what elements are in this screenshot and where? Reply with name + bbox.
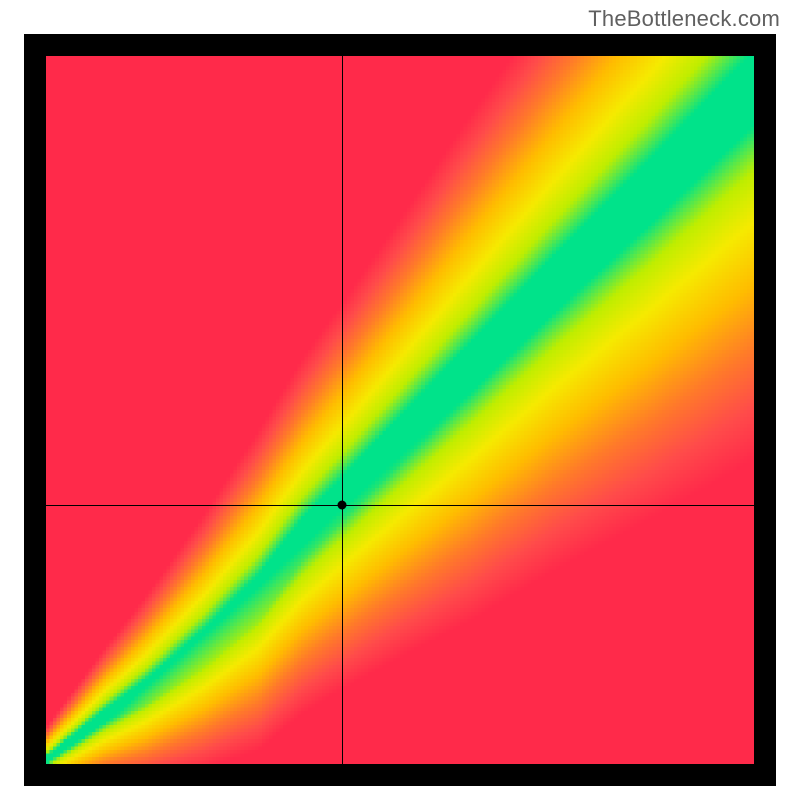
plot-frame	[24, 34, 776, 786]
crosshair-horizontal	[46, 505, 754, 506]
crosshair-vertical	[342, 56, 343, 764]
bottleneck-heatmap	[46, 56, 754, 764]
watermark-text: TheBottleneck.com	[588, 6, 780, 32]
plot-area	[46, 56, 754, 764]
crosshair-marker-dot	[337, 500, 346, 509]
